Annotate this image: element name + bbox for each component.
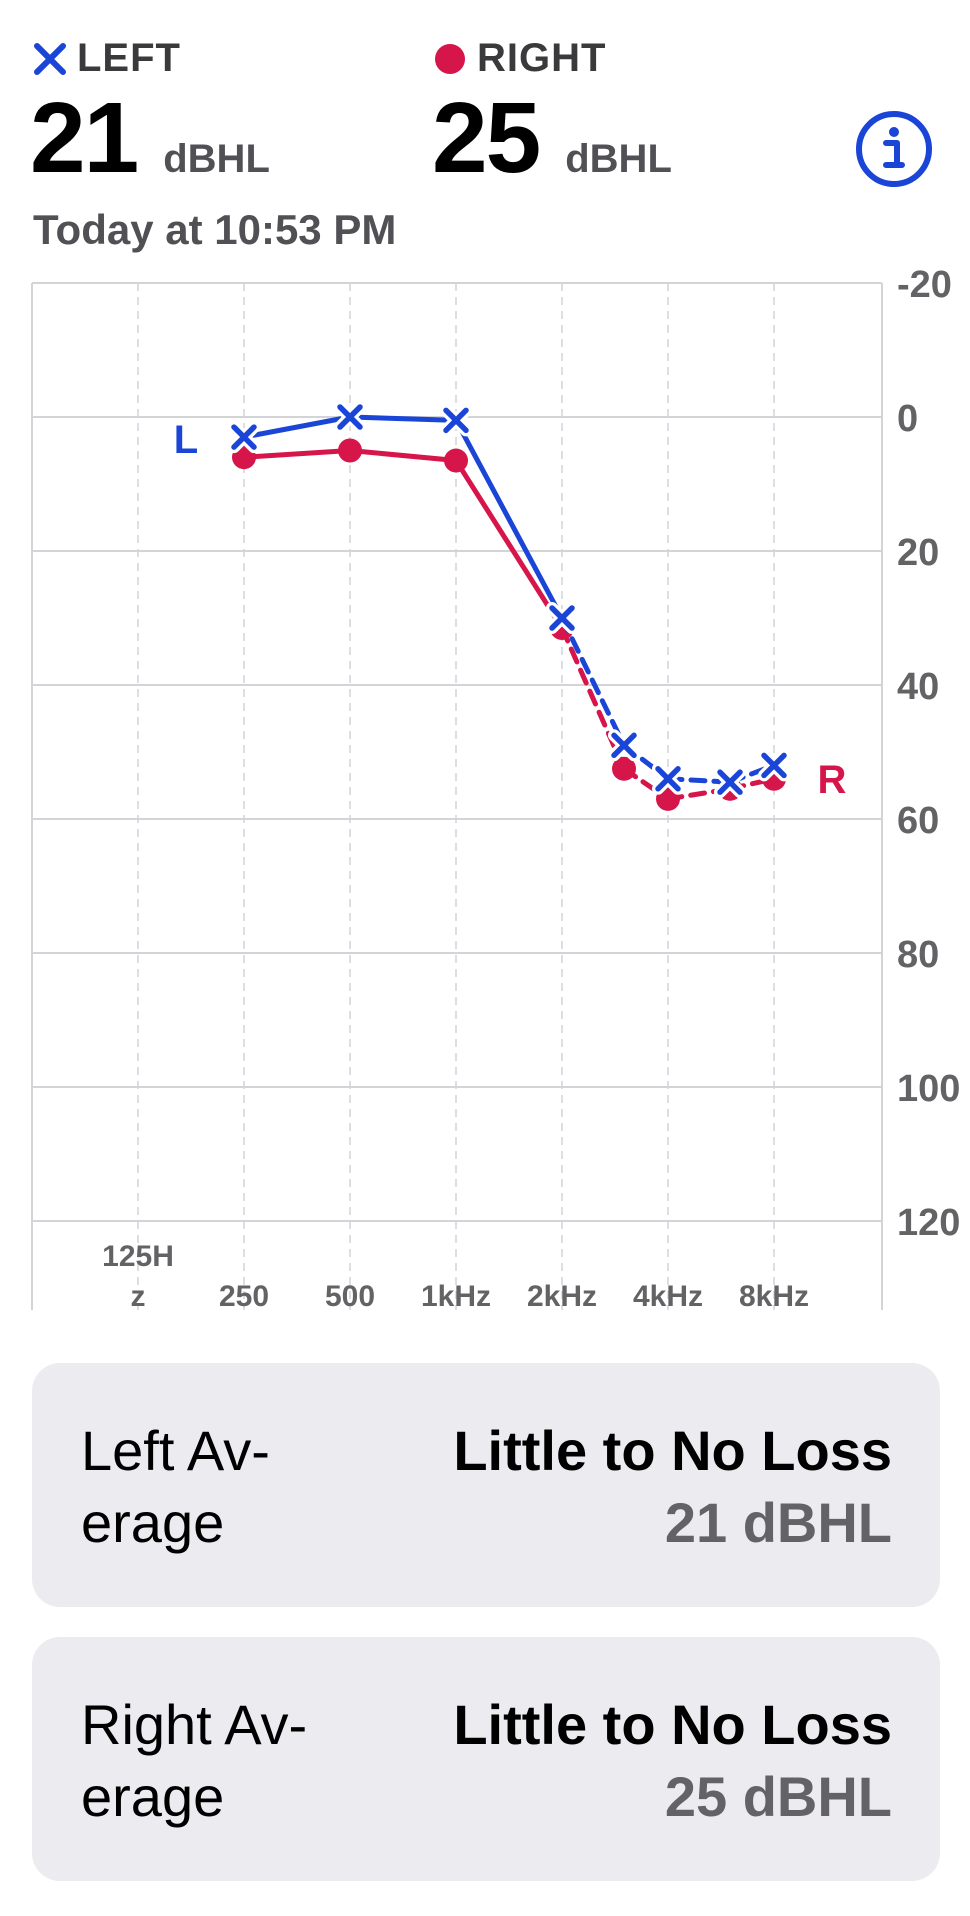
left-average-status: Little to No Loss (453, 1419, 892, 1482)
y-tick-label: 100 (897, 1068, 960, 1110)
x-tick-label: z (131, 1280, 146, 1313)
left-ear-label: LEFT (33, 36, 181, 81)
dot-icon (435, 43, 465, 74)
audiogram-chart: -20 0 20 40 60 80 100 120 125H z 250 500 1kHz 2kHz 4kH… (0, 270, 970, 1320)
right-average-value: 25 dBHL (664, 1765, 892, 1828)
x-tick-label: 4kHz (633, 1280, 703, 1313)
left-average-card: Left Av- erage Little to No Loss 21 dBHL (32, 1363, 940, 1607)
right-series-label: R (818, 758, 847, 802)
right-data-point (612, 756, 637, 781)
left-ear-unit: dBHL (163, 137, 270, 181)
left-ear-value: 21 dBHL (30, 88, 270, 188)
test-timestamp: Today at 10:53 PM (33, 206, 397, 253)
right-series-segment (241, 448, 353, 460)
right-ear-label-text: RIGHT (477, 36, 607, 80)
right-average-title: Right Av- erage (81, 1693, 308, 1828)
right-ear-value: 25 dBHL (432, 88, 672, 188)
left-series-segment (453, 417, 565, 621)
x-tick-label: 8kHz (739, 1280, 809, 1313)
right-series-segment (347, 448, 459, 464)
info-circle-icon[interactable] (855, 110, 933, 188)
left-data-point (549, 605, 575, 631)
y-tick-label: -20 (897, 270, 952, 306)
left-series-segment (241, 414, 353, 440)
audiogram-svg: -20 0 20 40 60 80 100 120 125H z 250 500 1kHz 2kHz 4kH… (31, 270, 960, 1313)
left-data-point (611, 732, 637, 759)
right-average-status: Little to No Loss (453, 1693, 892, 1756)
y-tick-label: 40 (897, 666, 939, 708)
y-tick-label: 80 (897, 934, 939, 976)
right-data-point (444, 448, 468, 473)
left-data-point (443, 407, 469, 434)
left-ear-number: 21 (30, 82, 139, 194)
x-tick-label: 125H (102, 1240, 174, 1273)
left-data-point (231, 424, 257, 450)
y-tick-label: 120 (897, 1202, 960, 1244)
left-average-title: Left Av- erage (81, 1419, 270, 1554)
y-tick-label: 60 (897, 800, 939, 842)
right-series-segment (559, 625, 627, 772)
x-mark-icon (34, 42, 66, 75)
right-series-segment (453, 458, 565, 631)
right-ear-number: 25 (432, 82, 541, 194)
left-average-value: 21 dBHL (664, 1491, 892, 1554)
right-ear-label: RIGHT (433, 36, 606, 81)
left-series-segment (559, 615, 627, 748)
left-data-point (655, 766, 681, 792)
left-data-point (761, 752, 787, 779)
y-tick-label: 0 (897, 398, 918, 440)
left-ear-label-text: LEFT (77, 36, 181, 80)
right-ear-unit: dBHL (565, 137, 672, 181)
right-data-point (338, 438, 362, 463)
left-data-point (337, 404, 363, 430)
left-data-point (717, 769, 743, 795)
x-tick-label: 2kHz (527, 1280, 597, 1313)
x-tick-label: 500 (325, 1280, 375, 1313)
left-series-segment (665, 776, 733, 785)
y-tick-label: 20 (897, 532, 939, 574)
right-average-card: Right Av- erage Little to No Loss 25 dBH… (32, 1637, 940, 1881)
left-series-label: L (174, 418, 198, 462)
left-series-segment (347, 414, 459, 423)
hearing-summary-header: LEFT RIGHT 21 dBHL 25 dBHL Today at 10:5… (0, 0, 970, 260)
x-tick-label: 250 (219, 1280, 269, 1313)
x-tick-label: 1kHz (421, 1280, 491, 1313)
